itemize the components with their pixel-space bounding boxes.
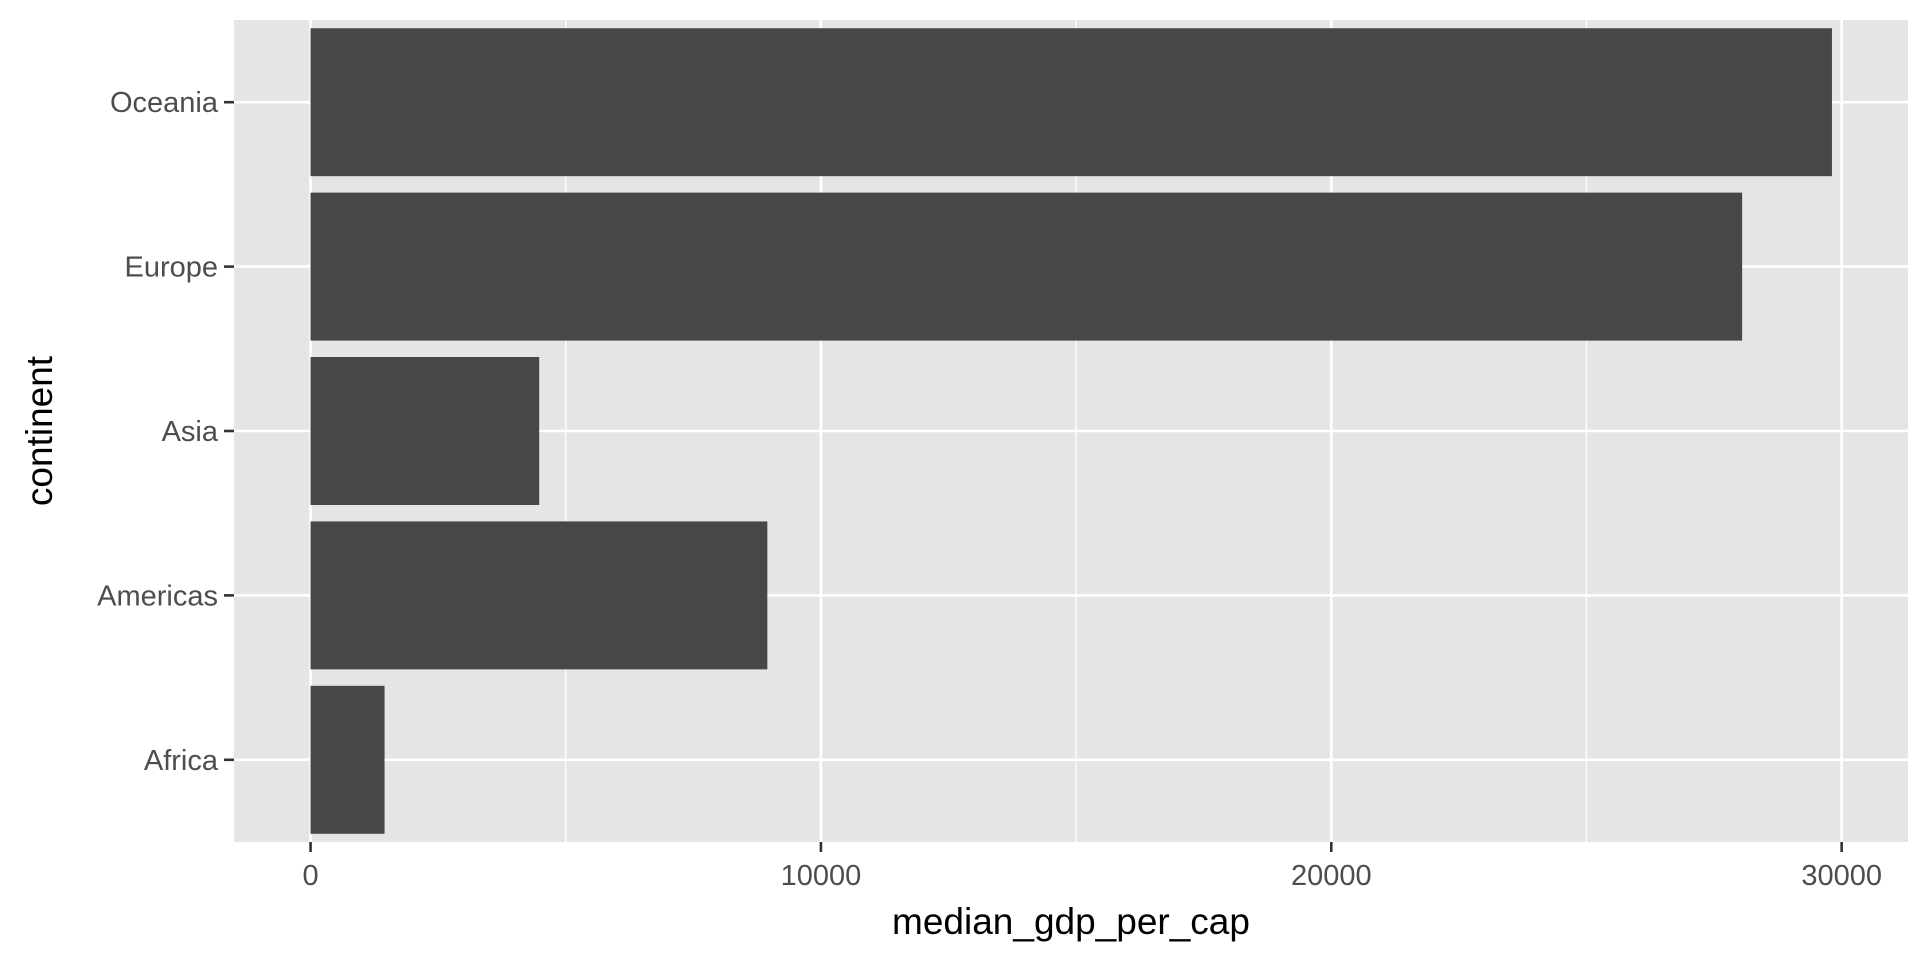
bars xyxy=(310,28,1832,834)
y-tick-label: Europe xyxy=(124,252,218,284)
y-tick-label: Asia xyxy=(162,416,219,448)
bar-americas xyxy=(310,521,768,670)
y-tick-label: Africa xyxy=(144,745,219,777)
x-axis-title: median_gdp_per_cap xyxy=(892,901,1250,942)
x-tick-label: 30000 xyxy=(1801,860,1882,892)
x-tick-label: 20000 xyxy=(1291,860,1372,892)
y-axis: Africa Americas Asia Europe Oceania xyxy=(97,87,234,777)
x-tick-label: 10000 xyxy=(781,860,862,892)
x-axis: 0 10000 20000 30000 xyxy=(302,842,1882,892)
bar-europe xyxy=(310,192,1743,341)
y-tick-label: Oceania xyxy=(110,87,219,119)
y-tick-label: Americas xyxy=(97,580,218,612)
bar-asia xyxy=(310,357,540,505)
bar-oceania xyxy=(310,28,1832,177)
bar-africa xyxy=(310,685,385,834)
x-tick-label: 0 xyxy=(302,860,318,892)
y-axis-title: continent xyxy=(19,355,60,506)
